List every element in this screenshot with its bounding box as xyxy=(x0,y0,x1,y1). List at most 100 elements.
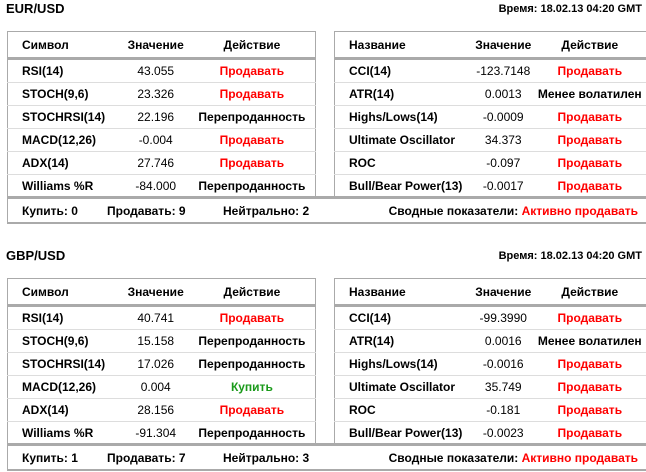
table-row: Ultimate Oscillator 35.749 Продавать xyxy=(334,375,646,399)
table-row: RSI(14) 40.741 Продавать xyxy=(7,305,316,330)
indicator-action: Купить xyxy=(188,375,316,399)
indicator-name: Williams %R xyxy=(7,174,123,198)
section-gbp-usd: GBP/USD Время: 18.02.13 04:20 GMT Символ З… xyxy=(0,247,646,472)
indicator-value: 34.373 xyxy=(472,128,534,152)
indicator-name: Ultimate Oscillator xyxy=(334,375,473,399)
table-row: Williams %R -84.000 Перепроданность xyxy=(7,174,316,198)
table-row: Highs/Lows(14) -0.0009 Продавать xyxy=(334,105,646,129)
table-row: Williams %R -91.304 Перепроданность xyxy=(7,421,316,445)
indicator-name: MACD(12,26) xyxy=(7,375,123,399)
table-row: Bull/Bear Power(13) -0.0017 Продавать xyxy=(334,174,646,198)
indicator-name: ROC xyxy=(334,151,473,175)
column-header: Значение xyxy=(122,31,189,60)
indicator-value: -99.3990 xyxy=(472,305,534,330)
summary-label: Сводные показатели: xyxy=(388,204,519,218)
indicator-name: MACD(12,26) xyxy=(7,128,123,152)
indicator-action: Продавать xyxy=(533,398,646,422)
indicator-action: Продавать xyxy=(533,421,646,445)
indicator-name: ATR(14) xyxy=(334,329,473,353)
indicator-action: Продавать xyxy=(533,58,646,83)
indicator-action: Перепроданность xyxy=(188,352,316,376)
pair-title: EUR/USD xyxy=(6,1,65,16)
indicator-value: 27.746 xyxy=(122,151,189,175)
column-header: Название xyxy=(334,31,473,60)
indicator-value: -0.0016 xyxy=(472,352,534,376)
table-row: CCI(14) -123.7148 Продавать xyxy=(334,58,646,83)
indicator-value: 22.196 xyxy=(122,105,189,129)
neutral-count: Нейтрально: 2 xyxy=(223,204,310,218)
indicator-name: RSI(14) xyxy=(7,58,123,83)
indicator-name: CCI(14) xyxy=(334,305,473,330)
indicator-action: Продавать xyxy=(188,58,316,83)
right-indicator-table: Название Значение Действие CCI(14) -99.399… xyxy=(334,278,646,445)
indicator-value: 40.741 xyxy=(122,305,189,330)
indicator-name: Bull/Bear Power(13) xyxy=(334,174,473,198)
indicator-action: Менее волатилен xyxy=(533,82,646,106)
indicator-action: Продавать xyxy=(533,151,646,175)
table-row: STOCH(9,6) 15.158 Перепроданность xyxy=(7,329,316,353)
indicator-name: ROC xyxy=(334,398,473,422)
indicator-value: -0.004 xyxy=(122,128,189,152)
indicator-action: Продавать xyxy=(188,151,316,175)
indicator-action: Продавать xyxy=(188,82,316,106)
left-indicator-table: Символ Значение Действие RSI(14) 40.741 Пр… xyxy=(7,278,316,445)
indicator-value: -0.0009 xyxy=(472,105,534,129)
column-header: Значение xyxy=(122,278,189,307)
indicator-value: -0.0023 xyxy=(472,421,534,445)
sell-count: Продавать: 7 xyxy=(107,451,186,465)
indicator-value: -84.000 xyxy=(122,174,189,198)
indicator-name: STOCH(9,6) xyxy=(7,82,123,106)
table-row: ROC -0.097 Продавать xyxy=(334,151,646,175)
indicator-name: Bull/Bear Power(13) xyxy=(334,421,473,445)
indicator-action: Продавать xyxy=(533,105,646,129)
indicator-name: STOCHRSI(14) xyxy=(7,105,123,129)
pair-title: GBP/USD xyxy=(6,248,66,263)
indicator-action: Продавать xyxy=(533,128,646,152)
summary-value: Активно продавать xyxy=(521,204,638,218)
header-row: Название Значение Действие xyxy=(334,31,646,60)
indicator-action: Продавать xyxy=(533,375,646,399)
indicator-name: Williams %R xyxy=(7,421,123,445)
indicator-name: ADX(14) xyxy=(7,151,123,175)
indicator-action: Продавать xyxy=(188,305,316,330)
indicator-action: Продавать xyxy=(188,128,316,152)
indicator-value: -0.0017 xyxy=(472,174,534,198)
summary-value: Активно продавать xyxy=(521,451,638,465)
indicator-value: 35.749 xyxy=(472,375,534,399)
indicator-value: 0.004 xyxy=(122,375,189,399)
table-row: ATR(14) 0.0013 Менее волатилен xyxy=(334,82,646,106)
indicator-name: STOCH(9,6) xyxy=(7,329,123,353)
table-row: MACD(12,26) 0.004 Купить xyxy=(7,375,316,399)
table-row: STOCH(9,6) 23.326 Продавать xyxy=(7,82,316,106)
column-header: Значение xyxy=(472,278,534,307)
summary-bar: Купить: 0 Продавать: 9 Нейтрально: 2 Сво… xyxy=(7,196,646,224)
column-header: Действие xyxy=(188,278,316,307)
indicator-name: Ultimate Oscillator xyxy=(334,128,473,152)
indicator-action: Перепроданность xyxy=(188,329,316,353)
indicator-value: -0.097 xyxy=(472,151,534,175)
indicator-value: -123.7148 xyxy=(472,58,534,83)
indicator-name: RSI(14) xyxy=(7,305,123,330)
indicator-action: Продавать xyxy=(533,352,646,376)
indicator-value: -0.181 xyxy=(472,398,534,422)
left-indicator-table: Символ Значение Действие RSI(14) 43.055 Пр… xyxy=(7,31,316,198)
table-row: ADX(14) 27.746 Продавать xyxy=(7,151,316,175)
buy-count: Купить: 1 xyxy=(22,451,78,465)
indicator-name: Highs/Lows(14) xyxy=(334,105,473,129)
indicator-name: Highs/Lows(14) xyxy=(334,352,473,376)
indicator-action: Продавать xyxy=(188,398,316,422)
table-row: MACD(12,26) -0.004 Продавать xyxy=(7,128,316,152)
table-row: CCI(14) -99.3990 Продавать xyxy=(334,305,646,330)
column-header: Значение xyxy=(472,31,534,60)
header-row: Символ Значение Действие xyxy=(7,278,316,307)
indicator-value: 0.0016 xyxy=(472,329,534,353)
indicator-value: 28.156 xyxy=(122,398,189,422)
timestamp: Время: 18.02.13 04:20 GMT xyxy=(498,3,642,15)
indicator-value: 0.0013 xyxy=(472,82,534,106)
indicator-value: 17.026 xyxy=(122,352,189,376)
indicator-name: STOCHRSI(14) xyxy=(7,352,123,376)
indicator-name: ATR(14) xyxy=(334,82,473,106)
indicator-name: CCI(14) xyxy=(334,58,473,83)
table-row: ROC -0.181 Продавать xyxy=(334,398,646,422)
indicator-action: Продавать xyxy=(533,174,646,198)
